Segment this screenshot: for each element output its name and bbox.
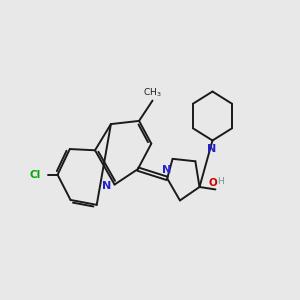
Text: N: N: [207, 144, 217, 154]
Text: Cl: Cl: [30, 170, 41, 181]
Text: CH$_3$: CH$_3$: [143, 86, 162, 99]
Text: H: H: [217, 178, 224, 187]
Text: N: N: [102, 181, 111, 191]
Text: N: N: [162, 165, 171, 175]
Text: O: O: [208, 178, 217, 188]
